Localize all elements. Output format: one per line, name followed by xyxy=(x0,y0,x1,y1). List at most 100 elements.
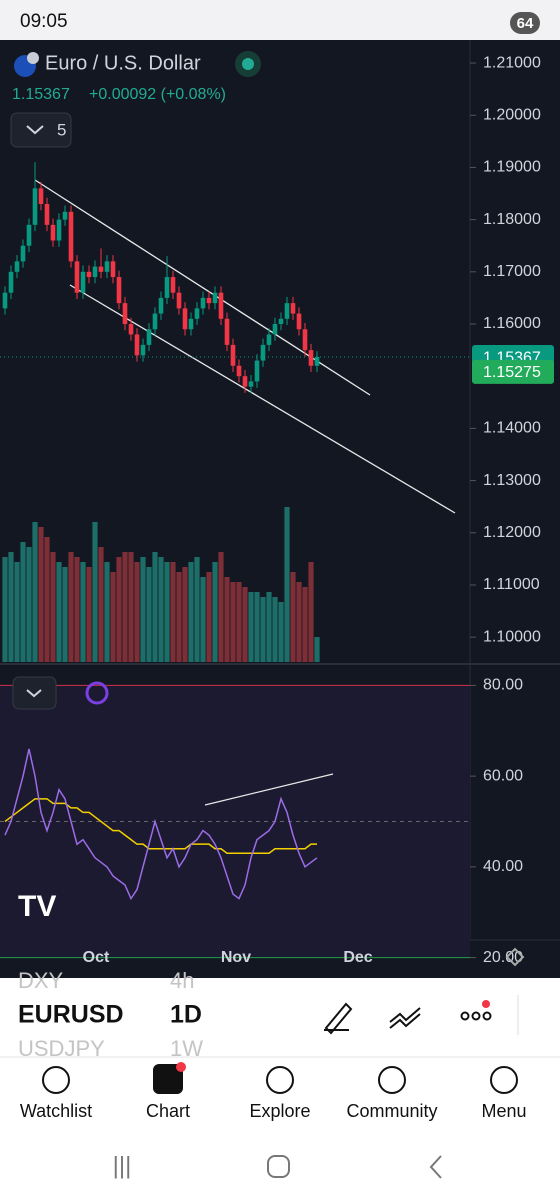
volume-bar xyxy=(98,547,104,662)
battery-pill xyxy=(510,12,540,34)
volume-bar xyxy=(194,557,200,662)
flag-icon-us xyxy=(27,52,39,64)
back-button[interactable] xyxy=(429,1155,442,1179)
candle-body xyxy=(290,303,296,314)
notification-dot xyxy=(176,1062,186,1072)
symbol-option[interactable]: DXY xyxy=(18,968,64,993)
candle-body xyxy=(62,211,68,220)
y-tick-label: 1.19000 xyxy=(483,159,541,176)
home-button[interactable] xyxy=(267,1155,290,1178)
y-tick-label: 1.10000 xyxy=(483,628,541,645)
volume-bar xyxy=(104,562,110,662)
price-label: 1.15275 xyxy=(483,364,541,381)
candle-body xyxy=(308,350,314,366)
more-icon xyxy=(471,1011,481,1021)
indicator-count: 5 xyxy=(57,120,66,139)
candle-body xyxy=(92,266,98,278)
x-tick-label: Oct xyxy=(83,949,110,966)
legend-toggle[interactable] xyxy=(10,112,72,148)
volume-bar xyxy=(176,572,182,662)
nav-label[interactable]: Watchlist xyxy=(20,1101,92,1121)
candle-body xyxy=(152,313,158,330)
trend-line xyxy=(69,284,456,514)
volume-bar xyxy=(158,557,164,662)
volume-bar xyxy=(122,552,128,662)
candle-body xyxy=(272,324,278,335)
candle-body xyxy=(242,376,248,387)
more-icon[interactable] xyxy=(460,1011,470,1021)
candle-body xyxy=(50,224,56,241)
candle-body xyxy=(122,303,128,325)
candle-body xyxy=(146,329,152,345)
volume-bar xyxy=(26,547,32,662)
y-tick-label: 1.12000 xyxy=(483,524,541,541)
candle-body xyxy=(128,324,134,335)
nav-icon xyxy=(266,1066,294,1094)
candle-body xyxy=(44,203,50,225)
candle-body xyxy=(314,356,320,366)
volume-bar xyxy=(200,577,206,662)
volume-bar xyxy=(20,542,26,662)
notification-dot xyxy=(482,1000,490,1008)
last-price: 1.15367 xyxy=(12,86,70,103)
y-tick-label: 1.20000 xyxy=(483,106,541,123)
interval-option[interactable]: 4h xyxy=(170,968,194,993)
volume-bar xyxy=(278,602,284,662)
candle-body xyxy=(134,334,140,356)
settings-icon[interactable] xyxy=(505,947,525,967)
price-label-box xyxy=(472,359,554,384)
volume-bar xyxy=(314,637,320,662)
candle-body xyxy=(140,344,146,356)
nav-icon xyxy=(42,1066,70,1094)
nav-label[interactable]: Chart xyxy=(146,1101,190,1121)
draw-icon[interactable] xyxy=(324,1002,353,1035)
candle-body xyxy=(260,344,266,361)
volume-bar xyxy=(2,557,8,662)
candle-body xyxy=(56,219,62,241)
volume-bar xyxy=(116,557,122,662)
y-tick-label: 1.18000 xyxy=(483,211,541,228)
chevron xyxy=(26,125,44,135)
candle-body xyxy=(116,277,122,304)
pane-toggle[interactable] xyxy=(12,676,57,710)
volume-bar xyxy=(14,562,20,662)
volume-bar xyxy=(308,562,314,662)
candle-body xyxy=(266,334,272,345)
candle-body xyxy=(98,266,104,272)
candle-body xyxy=(74,261,80,293)
volume-bar xyxy=(74,557,80,662)
candle-body xyxy=(188,318,194,330)
candle-body xyxy=(158,297,164,314)
indicators-icon[interactable] xyxy=(389,1007,421,1029)
nav-label[interactable]: Menu xyxy=(481,1101,526,1121)
volume-bar xyxy=(272,597,278,662)
y-tick-label: 1.13000 xyxy=(483,472,541,489)
volume-bar xyxy=(182,567,188,662)
candle-body xyxy=(68,211,74,262)
candle-body xyxy=(164,277,170,298)
y-tick-label: 1.16000 xyxy=(483,315,541,332)
nav-label[interactable]: Community xyxy=(346,1101,437,1121)
volume-bar xyxy=(302,587,308,662)
candle-body xyxy=(278,318,284,325)
y-tick-label: 1.11000 xyxy=(483,576,540,593)
volume-bar xyxy=(290,572,296,662)
nav-label[interactable]: Explore xyxy=(249,1101,310,1121)
rsi-tick-label: 60.00 xyxy=(483,767,523,784)
volume-bar xyxy=(44,537,50,662)
volume-bar xyxy=(68,552,74,662)
candle-body xyxy=(218,292,224,319)
interval-option[interactable]: 1D xyxy=(170,1001,202,1029)
recents-button[interactable]: ||| xyxy=(113,1152,132,1179)
sync-icon[interactable] xyxy=(85,681,109,705)
candle-body xyxy=(2,292,8,309)
symbol-option[interactable]: EURUSD xyxy=(18,1001,124,1029)
volume-bar xyxy=(218,552,224,662)
candle-body xyxy=(20,245,26,262)
candle-body xyxy=(176,292,182,309)
volume-bar xyxy=(164,562,170,662)
candle-body xyxy=(38,188,44,204)
chevron xyxy=(26,689,42,698)
